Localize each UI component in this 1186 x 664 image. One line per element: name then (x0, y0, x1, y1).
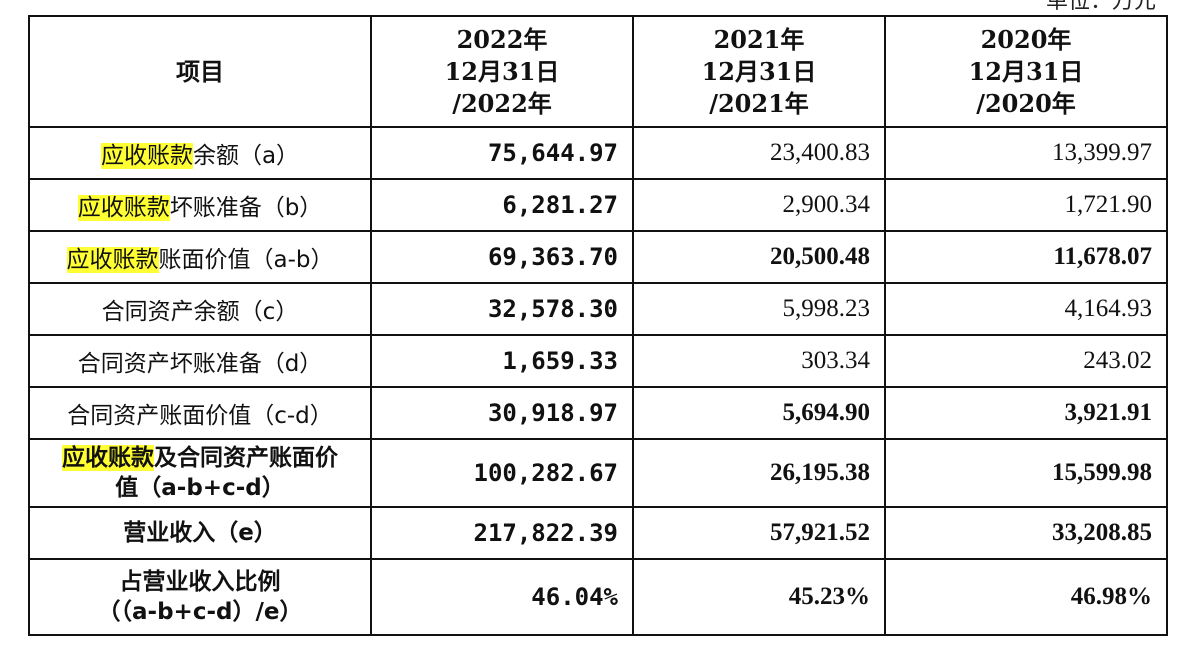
value-2022: 46.04% (370, 558, 634, 636)
value-2020: 1,721.90 (884, 178, 1168, 232)
highlight-text: 应收账款 (62, 445, 154, 471)
row-label-text: 及合同资产账面价 (154, 445, 338, 471)
value-2021: 26,195.38 (632, 438, 886, 508)
highlight-text: 应收账款 (66, 247, 159, 273)
header-2020-line3: /2020年 (976, 88, 1076, 118)
table-row: 应收账款账面价值（a-b） 69,363.70 20,500.48 11,678… (28, 230, 1168, 284)
unit-note: 单位：万元 (1045, 0, 1156, 14)
value-2020: 11,678.07 (884, 230, 1168, 284)
value-2021: 303.34 (632, 334, 886, 388)
header-2022-line3: /2022年 (452, 88, 552, 118)
highlight-text: 应收账款 (100, 143, 193, 169)
header-row: 项目 2022年 12月31日 /2022年 2021年 12月31日 /202… (28, 15, 1168, 128)
row-label: 应收账款及合同资产账面价 值（a-b+c-d） (28, 438, 372, 508)
value-2021: 5,694.90 (632, 386, 886, 440)
table-row: 应收账款坏账准备（b） 6,281.27 2,900.34 1,721.90 (28, 178, 1168, 232)
table-row: 合同资产余额（c） 32,578.30 5,998.23 4,164.93 (28, 282, 1168, 336)
header-2022-line2: 12月31日 (444, 56, 560, 86)
table-row: 应收账款及合同资产账面价 值（a-b+c-d） 100,282.67 26,19… (28, 438, 1168, 508)
highlight-text: 应收账款 (77, 195, 170, 221)
table-row: 营业收入（e） 217,822.39 57,921.52 33,208.85 (28, 506, 1168, 560)
header-item: 项目 (28, 15, 372, 128)
value-2022: 32,578.30 (370, 282, 634, 336)
value-2021: 57,921.52 (632, 506, 886, 560)
table-row: 合同资产账面价值（c-d） 30,918.97 5,694.90 3,921.9… (28, 386, 1168, 440)
row-label: 占营业收入比例 （（a-b+c-d）/e） (28, 558, 372, 636)
value-2020: 3,921.91 (884, 386, 1168, 440)
value-2022: 6,281.27 (370, 178, 634, 232)
header-2021-line2: 12月31日 (701, 56, 817, 86)
value-2022: 1,659.33 (370, 334, 634, 388)
row-label: 应收账款账面价值（a-b） (28, 230, 372, 284)
row-label: 合同资产余额（c） (28, 282, 372, 336)
row-label-text: 账面价值（a-b） (158, 247, 334, 273)
value-2022: 75,644.97 (370, 126, 634, 180)
value-2020: 243.02 (884, 334, 1168, 388)
header-2022-line1: 2022年 (456, 24, 548, 54)
header-2020-line1: 2020年 (980, 24, 1072, 54)
header-2020: 2020年 12月31日 /2020年 (884, 15, 1168, 128)
value-2020: 13,399.97 (884, 126, 1168, 180)
row-label-line2: （（a-b+c-d）/e） (97, 599, 303, 625)
row-label-line2: 值（a-b+c-d） (115, 475, 285, 501)
row-label-text: 坏账准备（b） (169, 195, 323, 221)
value-2021: 45.23% (632, 558, 886, 636)
row-label: 合同资产账面价值（c-d） (28, 386, 372, 440)
value-2021: 23,400.83 (632, 126, 886, 180)
value-2021: 2,900.34 (632, 178, 886, 232)
row-label-text: 余额（a） (192, 143, 300, 169)
value-2020: 15,599.98 (884, 438, 1168, 508)
row-label: 合同资产坏账准备（d） (28, 334, 372, 388)
value-2020: 33,208.85 (884, 506, 1168, 560)
header-2020-line2: 12月31日 (968, 56, 1084, 86)
value-2020: 46.98% (884, 558, 1168, 636)
value-2022: 69,363.70 (370, 230, 634, 284)
receivables-table: 项目 2022年 12月31日 /2022年 2021年 12月31日 /202… (28, 15, 1168, 636)
value-2021: 20,500.48 (632, 230, 886, 284)
table-row: 应收账款余额（a） 75,644.97 23,400.83 13,399.97 (28, 126, 1168, 180)
table-row: 占营业收入比例 （（a-b+c-d）/e） 46.04% 45.23% 46.9… (28, 558, 1168, 636)
row-label: 应收账款坏账准备（b） (28, 178, 372, 232)
row-label: 应收账款余额（a） (28, 126, 372, 180)
row-label-line1: 占营业收入比例 (119, 569, 281, 595)
row-label: 营业收入（e） (28, 506, 372, 560)
header-2021-line1: 2021年 (713, 24, 805, 54)
header-2021: 2021年 12月31日 /2021年 (632, 15, 886, 128)
value-2022: 100,282.67 (370, 438, 634, 508)
value-2022: 217,822.39 (370, 506, 634, 560)
value-2020: 4,164.93 (884, 282, 1168, 336)
header-2022: 2022年 12月31日 /2022年 (370, 15, 634, 128)
header-2021-line3: /2021年 (709, 88, 809, 118)
value-2021: 5,998.23 (632, 282, 886, 336)
table-row: 合同资产坏账准备（d） 1,659.33 303.34 243.02 (28, 334, 1168, 388)
value-2022: 30,918.97 (370, 386, 634, 440)
row-label-line1: 应收账款及合同资产账面价 (44, 443, 356, 473)
